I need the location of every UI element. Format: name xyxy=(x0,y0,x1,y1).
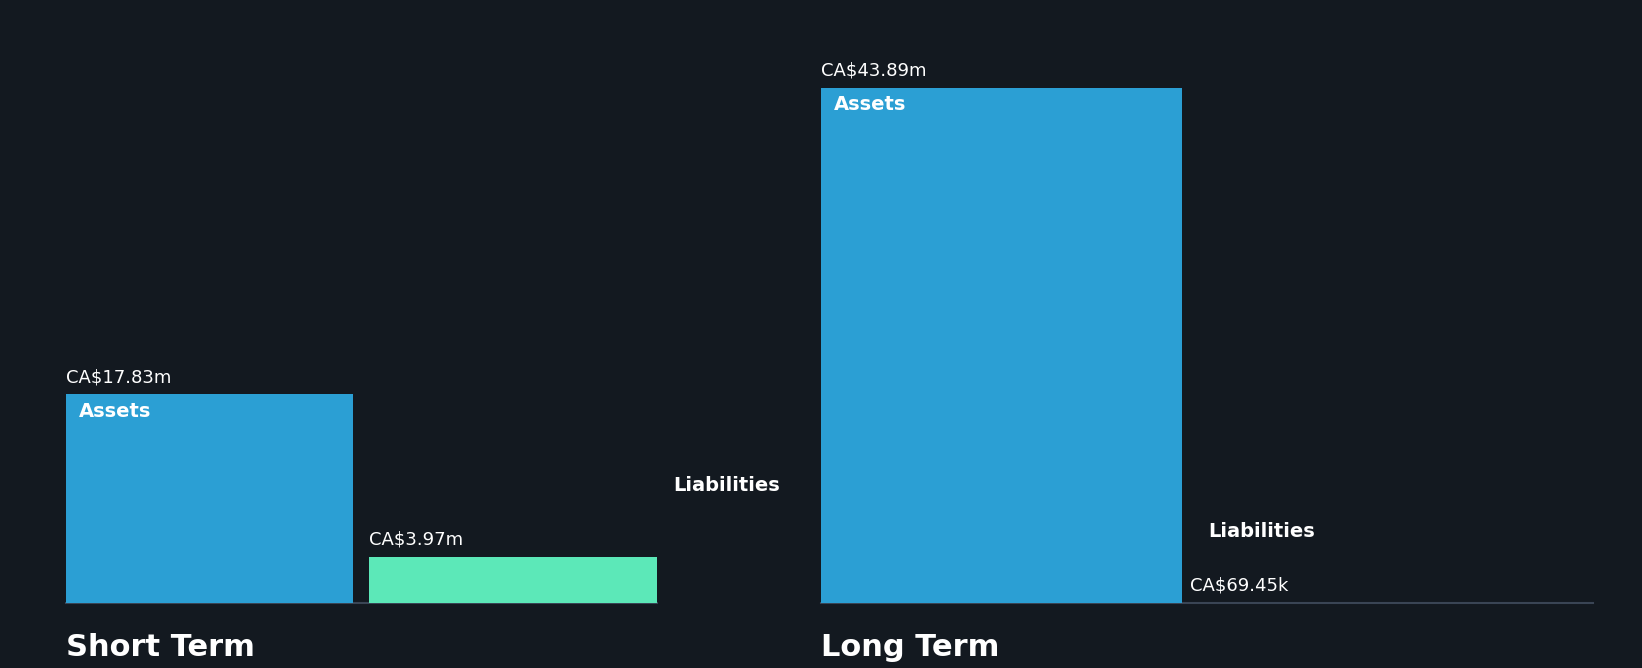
Text: CA$3.97m: CA$3.97m xyxy=(369,531,463,549)
Bar xyxy=(821,88,1182,603)
Text: CA$69.45k: CA$69.45k xyxy=(1190,577,1289,595)
Text: Long Term: Long Term xyxy=(821,633,1000,662)
Text: CA$17.83m: CA$17.83m xyxy=(66,368,171,386)
Text: Liabilities: Liabilities xyxy=(1209,522,1315,540)
Text: Short Term: Short Term xyxy=(66,633,255,662)
Bar xyxy=(369,556,657,603)
Text: CA$43.89m: CA$43.89m xyxy=(821,62,926,80)
Text: Liabilities: Liabilities xyxy=(673,476,780,495)
Text: Assets: Assets xyxy=(834,96,906,114)
Text: Assets: Assets xyxy=(79,401,151,421)
Bar xyxy=(66,394,353,603)
